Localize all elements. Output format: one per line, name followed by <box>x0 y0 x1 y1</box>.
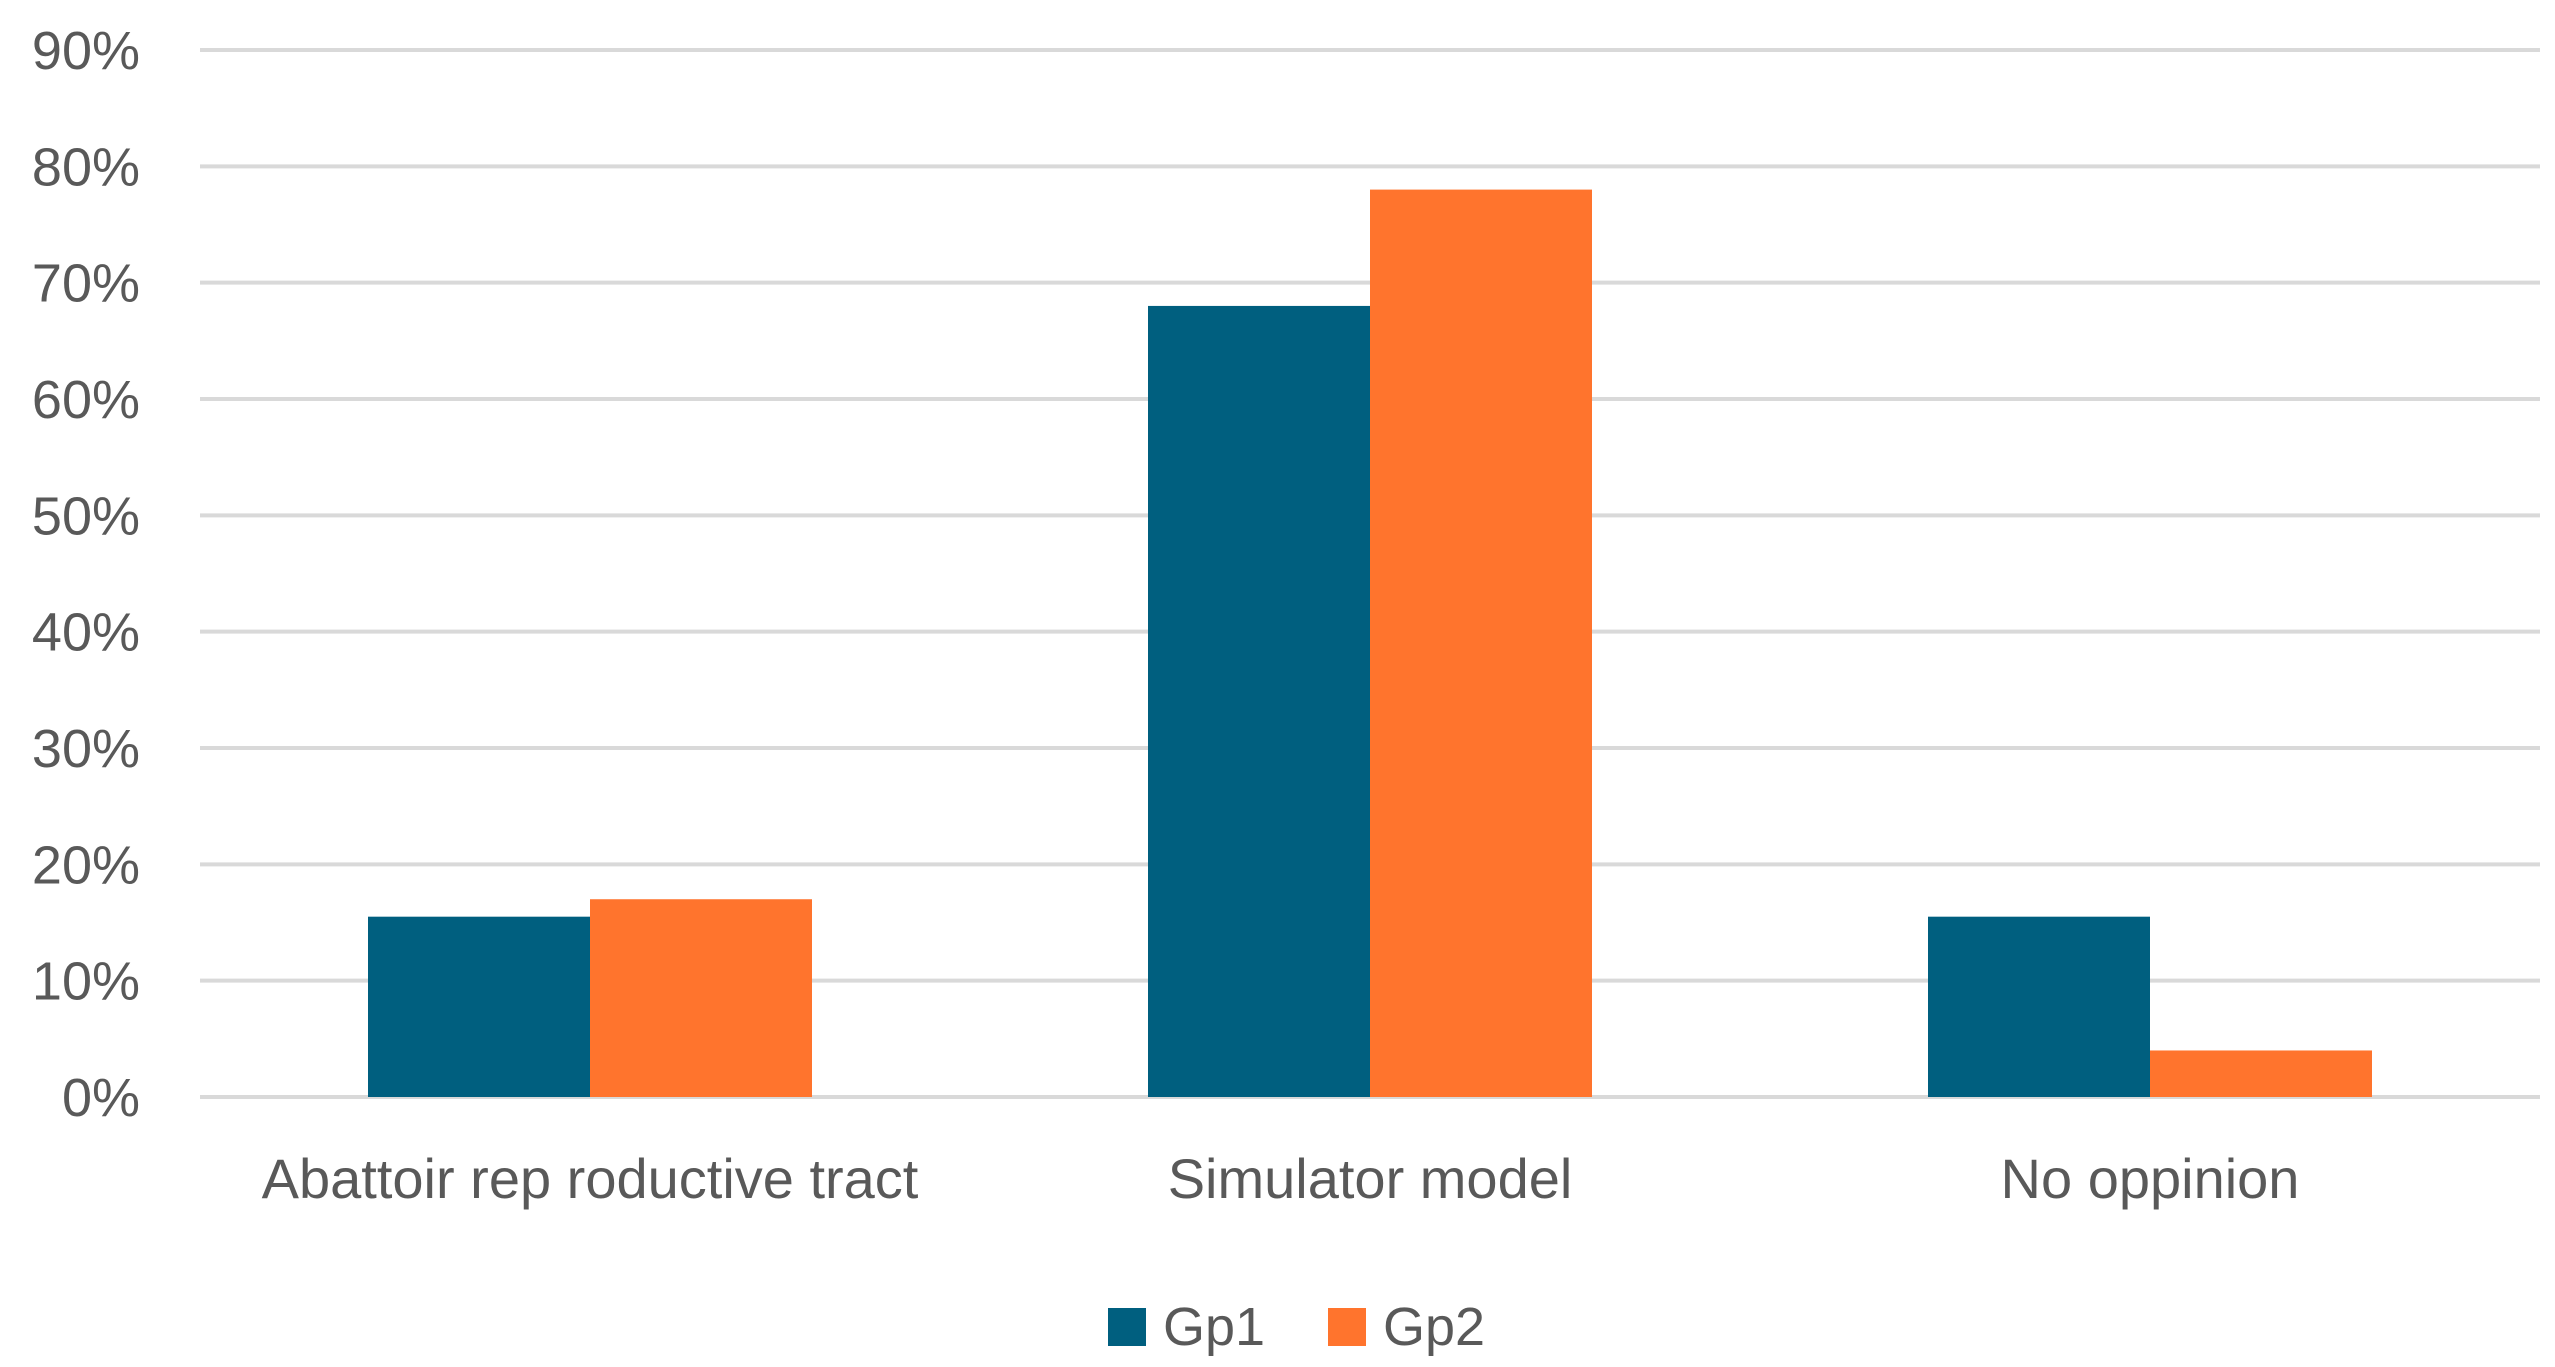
y-axis: 0% 10% 20% 30% 40% 50% 60% 70% 80% 90% <box>32 21 140 1128</box>
x-tick-label: No oppinion <box>2001 1147 2300 1210</box>
x-tick-label: Abattoir rep roductive tract <box>262 1147 919 1210</box>
y-tick-label: 10% <box>32 952 140 1012</box>
bar-gp1-2 <box>1928 916 2150 1097</box>
y-tick-label: 30% <box>32 719 140 779</box>
bar-gp2-1 <box>1370 189 1592 1098</box>
y-tick-label: 80% <box>32 137 140 197</box>
y-tick-label: 90% <box>32 21 140 81</box>
legend: Gp1 Gp2 <box>1108 1297 1485 1357</box>
y-tick-label: 40% <box>32 603 140 663</box>
legend-label-gp2: Gp2 <box>1383 1297 1485 1357</box>
bar-gp1-0 <box>368 916 590 1097</box>
bars <box>368 189 2372 1098</box>
bar-gp2-0 <box>590 899 812 1097</box>
legend-swatch-gp1 <box>1108 1308 1146 1346</box>
bar-gp2-2 <box>2150 1050 2372 1097</box>
y-tick-label: 50% <box>32 486 140 546</box>
y-tick-label: 0% <box>62 1068 140 1128</box>
y-tick-label: 70% <box>32 254 140 314</box>
y-tick-label: 20% <box>32 835 140 895</box>
legend-swatch-gp2 <box>1328 1308 1366 1346</box>
y-tick-label: 60% <box>32 370 140 430</box>
bar-gp1-1 <box>1148 305 1370 1097</box>
x-tick-label: Simulator model <box>1168 1147 1573 1210</box>
x-axis: Abattoir rep roductive tract Simulator mo… <box>262 1147 2300 1210</box>
legend-label-gp1: Gp1 <box>1163 1297 1265 1357</box>
